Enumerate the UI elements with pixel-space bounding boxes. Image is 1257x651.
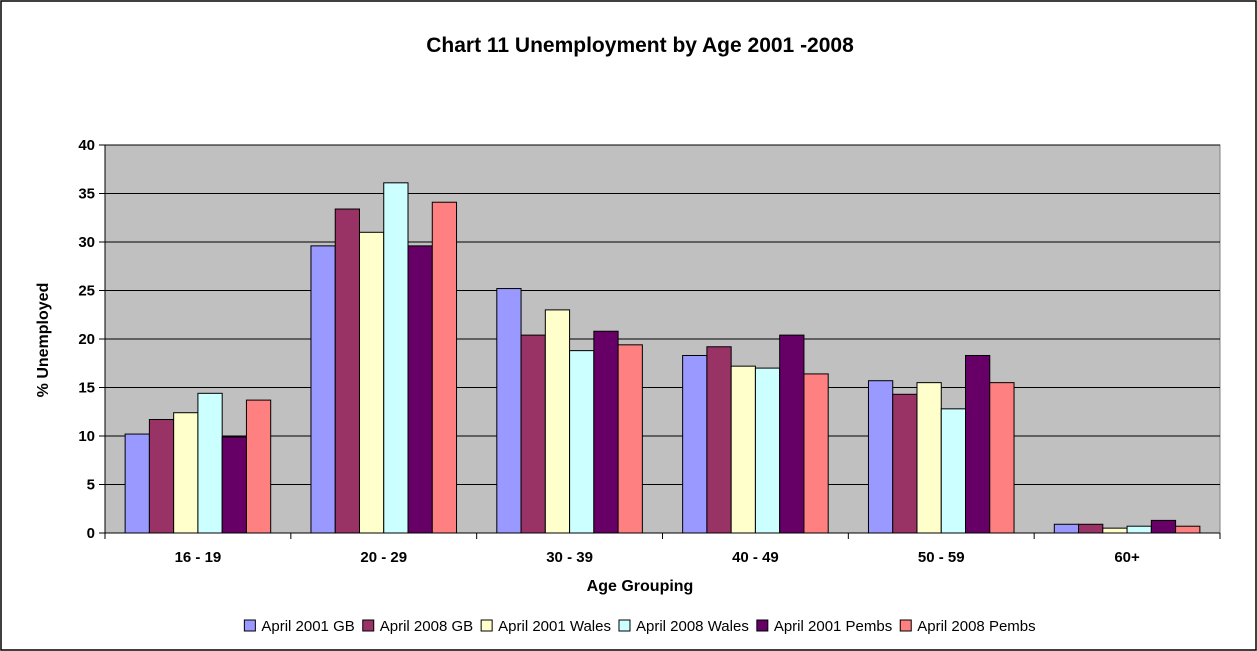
bar (221, 436, 247, 534)
legend-swatch (362, 619, 375, 632)
bar (1175, 525, 1201, 534)
bar (940, 408, 967, 534)
legend-label: April 2008 Wales (636, 618, 749, 635)
legend-swatch (480, 619, 493, 632)
x-tick-label: 50 - 59 (918, 549, 965, 566)
y-axis-label: % Unemployed (35, 283, 52, 398)
bar (245, 399, 272, 534)
chart-title: Chart 11 Unemployment by Age 2001 -2008 (426, 34, 854, 57)
bar (124, 433, 150, 534)
bar (310, 245, 336, 534)
bar (1078, 523, 1104, 534)
legend-label: April 2001 Pembs (774, 618, 892, 635)
bar (965, 354, 991, 534)
legend-swatch (756, 619, 769, 632)
bar (682, 354, 708, 534)
x-tick-label: 16 - 19 (175, 549, 222, 566)
y-tick-label: 10 (78, 428, 95, 445)
bar (383, 182, 409, 534)
bar (617, 344, 643, 534)
bar (892, 393, 918, 534)
bar (1053, 523, 1080, 534)
bar (803, 373, 829, 534)
y-tick-label: 5 (87, 477, 95, 494)
bar (544, 309, 571, 534)
bar (173, 412, 199, 534)
bar (496, 288, 522, 534)
bar (754, 367, 781, 534)
bar (989, 382, 1015, 534)
y-tick-label: 15 (78, 380, 95, 397)
bar (1126, 525, 1152, 534)
bar (520, 334, 546, 534)
y-tick-label: 25 (78, 283, 95, 300)
y-tick-label: 20 (78, 331, 95, 348)
x-tick-label: 20 - 29 (360, 549, 407, 566)
y-tick-label: 40 (78, 137, 95, 154)
legend-swatch (243, 619, 256, 632)
bar (1102, 527, 1128, 534)
bar (1150, 519, 1177, 534)
x-axis-label: Age Grouping (587, 578, 694, 595)
legend-swatch (899, 619, 912, 632)
bar (197, 392, 223, 534)
bar (867, 380, 894, 534)
bar (148, 419, 175, 534)
bar (569, 350, 595, 534)
bar (593, 330, 619, 534)
x-tick-label: 40 - 49 (732, 549, 779, 566)
bar (916, 382, 942, 534)
legend-label: April 2008 GB (380, 618, 473, 635)
bar (358, 231, 385, 534)
x-tick-label: 30 - 39 (546, 549, 593, 566)
y-tick-label: 30 (78, 234, 95, 251)
legend-label: April 2001 Wales (498, 618, 611, 635)
bar (431, 201, 458, 534)
bar (706, 346, 732, 534)
bar (779, 334, 805, 534)
y-tick-label: 35 (78, 186, 95, 203)
legend-label: April 2001 GB (261, 618, 354, 635)
y-tick-label: 0 (87, 525, 95, 542)
legend: April 2001 GB April 2008 GB April 2001 Wal… (243, 618, 1036, 635)
bar (730, 365, 756, 534)
x-tick-label: 60+ (1114, 549, 1140, 566)
legend-swatch (618, 619, 631, 632)
bar (334, 208, 360, 534)
plot-area: 0 5 10 15 20 25 30 35 40 16 - 19 20 - 29 30 - 39 40 … (78, 137, 1221, 566)
bar (407, 245, 433, 534)
legend-label: April 2008 Pembs (917, 618, 1035, 635)
